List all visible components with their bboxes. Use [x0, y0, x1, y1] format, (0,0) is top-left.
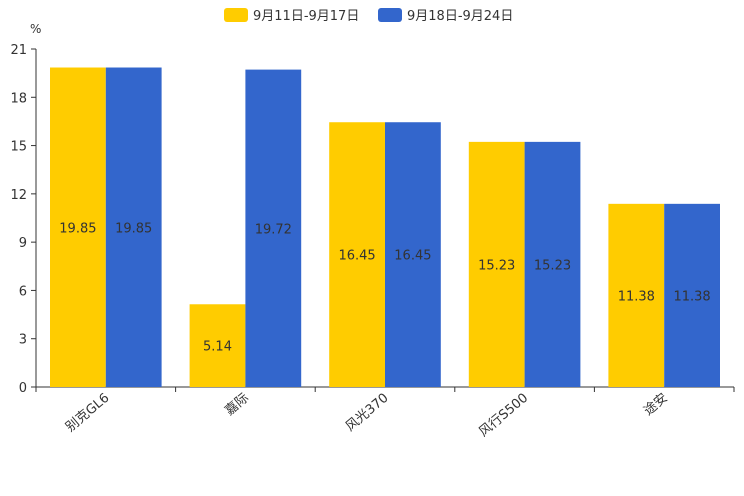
legend-label-series-2: 9月18日-9月24日: [407, 9, 513, 24]
y-tick-label: 3: [19, 333, 27, 348]
bar: [50, 67, 106, 387]
x-tick-label: 风光370: [343, 391, 392, 435]
x-tick-label: 途安: [641, 390, 671, 419]
y-tick-label: 15: [10, 140, 27, 155]
bar-data-label: 16.45: [338, 249, 375, 264]
bar: [468, 141, 525, 387]
bar-data-label: 15.23: [478, 258, 515, 273]
bar-data-label: 16.45: [394, 249, 431, 264]
bar: [385, 122, 441, 387]
bar: [189, 304, 246, 387]
bar: [245, 69, 302, 388]
y-axis: 0 3 6 9 12 15 18 21: [10, 43, 37, 396]
bar-data-label: 11.38: [673, 289, 710, 304]
y-tick-label: 21: [10, 43, 27, 58]
bar-data-labels: 19.85 19.85 5.14 19.72 16.45 16.45 15.23 15.23 1…: [59, 221, 710, 354]
bar: [329, 122, 385, 387]
y-tick-label: 18: [10, 91, 27, 106]
bar-data-label: 19.72: [255, 222, 292, 237]
legend-label-series-1: 9月11日-9月17日: [253, 9, 359, 24]
bar: [608, 203, 665, 387]
y-axis-unit-label: %: [30, 22, 41, 36]
bar: [524, 141, 581, 387]
y-tick-label: 0: [19, 381, 27, 396]
x-tick-label: 别克GL6: [63, 391, 112, 436]
y-tick-label: 9: [19, 236, 27, 251]
bar-data-label: 15.23: [534, 258, 571, 273]
y-tick-label: 6: [19, 284, 27, 299]
bar: [664, 203, 720, 387]
y-tick-label: 12: [10, 188, 27, 203]
x-tick-label: 风行S500: [476, 391, 531, 440]
bar-data-label: 19.85: [115, 221, 152, 236]
bars: [50, 67, 720, 388]
bar-data-label: 19.85: [59, 221, 96, 236]
x-tick-label: 嘉际: [222, 391, 252, 419]
bar-data-label: 11.38: [618, 289, 655, 304]
bar: [105, 67, 162, 387]
legend: 9月11日-9月17日 9月18日-9月24日: [224, 8, 513, 24]
legend-swatch-series-1: [224, 8, 248, 22]
bar-data-label: 5.14: [203, 340, 232, 355]
legend-swatch-series-2: [378, 8, 402, 22]
x-axis: 别克GL6 嘉际 风光370 风行S500 途安: [35, 386, 735, 440]
